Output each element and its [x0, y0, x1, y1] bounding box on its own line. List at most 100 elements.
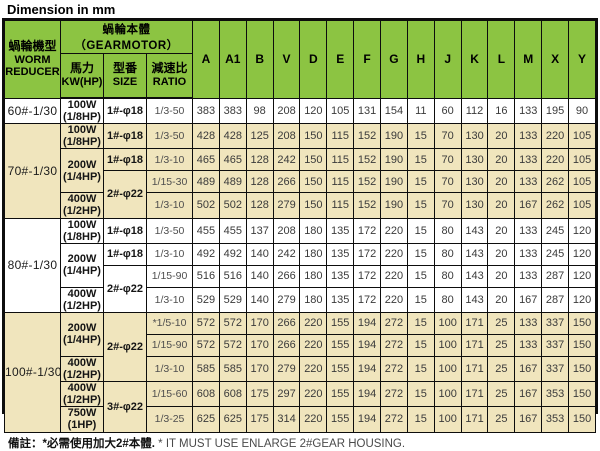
dim-cell: 180 — [300, 287, 327, 312]
dim-cell: 428 — [219, 124, 246, 149]
dim-cell: 105 — [327, 98, 354, 124]
dim-cell: 20 — [488, 149, 515, 171]
dim-cell: 155 — [327, 334, 354, 356]
dim-cell: 337 — [542, 356, 569, 381]
dim-cell: 608 — [219, 382, 246, 407]
ratio-cell: 1/3-50 — [147, 218, 193, 243]
dim-cell: 20 — [488, 287, 515, 312]
dim-cell: 120 — [569, 218, 596, 243]
dim-cell: 120 — [569, 243, 596, 265]
dim-cell: 100 — [434, 334, 461, 356]
dim-cell: 15 — [407, 171, 434, 193]
dim-cell: 16 — [488, 98, 515, 124]
dim-cell: 112 — [461, 98, 488, 124]
dim-col-header: G — [381, 21, 408, 99]
dim-cell: 220 — [300, 334, 327, 356]
dim-cell: 220 — [300, 382, 327, 407]
dim-cell: 262 — [542, 171, 569, 193]
dim-cell: 220 — [542, 149, 569, 171]
dim-cell: 133 — [515, 243, 542, 265]
dim-cell: 137 — [246, 218, 273, 243]
dim-cell: 190 — [381, 149, 408, 171]
worm-reducer-en: WORM — [5, 54, 60, 67]
dim-cell: 133 — [515, 265, 542, 287]
dim-cell: 133 — [515, 98, 542, 124]
dim-cell: 465 — [219, 149, 246, 171]
dim-cell: 572 — [193, 312, 220, 334]
dim-cell: 100 — [434, 407, 461, 432]
dim-cell: 171 — [461, 356, 488, 381]
ratio-cell: 1/3-10 — [147, 356, 193, 381]
dim-cell: 190 — [381, 193, 408, 218]
dim-cell: 120 — [569, 265, 596, 287]
dim-cell: 11 — [407, 98, 434, 124]
dim-cell: 143 — [461, 218, 488, 243]
size-cell: 1#-φ18 — [104, 218, 147, 243]
model-cell: 80#-1/30 — [5, 218, 61, 312]
dim-cell: 170 — [246, 312, 273, 334]
power-cell: 100W (1/8HP) — [61, 124, 104, 149]
dim-cell: 171 — [461, 312, 488, 334]
dim-cell: 150 — [300, 124, 327, 149]
dim-cell: 105 — [569, 149, 596, 171]
dim-cell: 585 — [193, 356, 220, 381]
dim-cell: 143 — [461, 243, 488, 265]
dim-cell: 167 — [515, 356, 542, 381]
size-cell: 1#-φ18 — [104, 243, 147, 265]
dim-cell: 287 — [542, 287, 569, 312]
dim-cell: 115 — [327, 149, 354, 171]
dim-cell: 172 — [354, 265, 381, 287]
size-header: 型番 SIZE — [104, 54, 147, 99]
dim-cell: 133 — [515, 218, 542, 243]
dim-cell: 15 — [407, 265, 434, 287]
dim-cell: 167 — [515, 407, 542, 432]
dim-cell: 25 — [488, 312, 515, 334]
ratio-cell: 1/3-25 — [147, 407, 193, 432]
dim-cell: 143 — [461, 265, 488, 287]
dim-cell: 25 — [488, 356, 515, 381]
dim-cell: 150 — [300, 149, 327, 171]
dim-cell: 172 — [354, 287, 381, 312]
dim-cell: 572 — [219, 312, 246, 334]
dim-cell: 171 — [461, 382, 488, 407]
dim-cell: 529 — [193, 287, 220, 312]
dim-cell: 195 — [542, 98, 569, 124]
footnote-en: * IT MUST USE ENLARGE 2#GEAR HOUSING. — [158, 438, 405, 450]
dim-cell: 20 — [488, 265, 515, 287]
dim-cell: 220 — [300, 356, 327, 381]
dim-cell: 272 — [381, 334, 408, 356]
dim-cell: 70 — [434, 193, 461, 218]
dim-cell: 242 — [273, 149, 300, 171]
ratio-cell: 1/3-10 — [147, 287, 193, 312]
dim-cell: 516 — [219, 265, 246, 287]
size-cell: 3#-φ22 — [104, 382, 147, 432]
dim-cell: 180 — [300, 265, 327, 287]
dim-cell: 572 — [193, 334, 220, 356]
dim-cell: 20 — [488, 193, 515, 218]
ratio-cell: 1/15-60 — [147, 382, 193, 407]
dim-cell: 80 — [434, 287, 461, 312]
dim-col-header: A1 — [219, 21, 246, 99]
dim-cell: 60 — [434, 98, 461, 124]
dim-cell: 428 — [193, 124, 220, 149]
dim-cell: 242 — [273, 243, 300, 265]
dim-col-header: Y — [569, 21, 596, 99]
dim-cell: 135 — [327, 243, 354, 265]
dim-cell: 131 — [354, 98, 381, 124]
dim-cell: 20 — [488, 218, 515, 243]
dim-cell: 115 — [327, 193, 354, 218]
dim-cell: 625 — [219, 407, 246, 432]
dim-cell: 135 — [327, 287, 354, 312]
size-cell: 2#-φ22 — [104, 312, 147, 381]
dim-cell: 455 — [219, 218, 246, 243]
model-cell: 70#-1/30 — [5, 124, 61, 218]
dim-cell: 220 — [300, 312, 327, 334]
dim-cell: 105 — [569, 124, 596, 149]
power-cell: 200W (1/4HP) — [61, 243, 104, 287]
dim-cell: 220 — [381, 243, 408, 265]
dim-cell: 492 — [219, 243, 246, 265]
